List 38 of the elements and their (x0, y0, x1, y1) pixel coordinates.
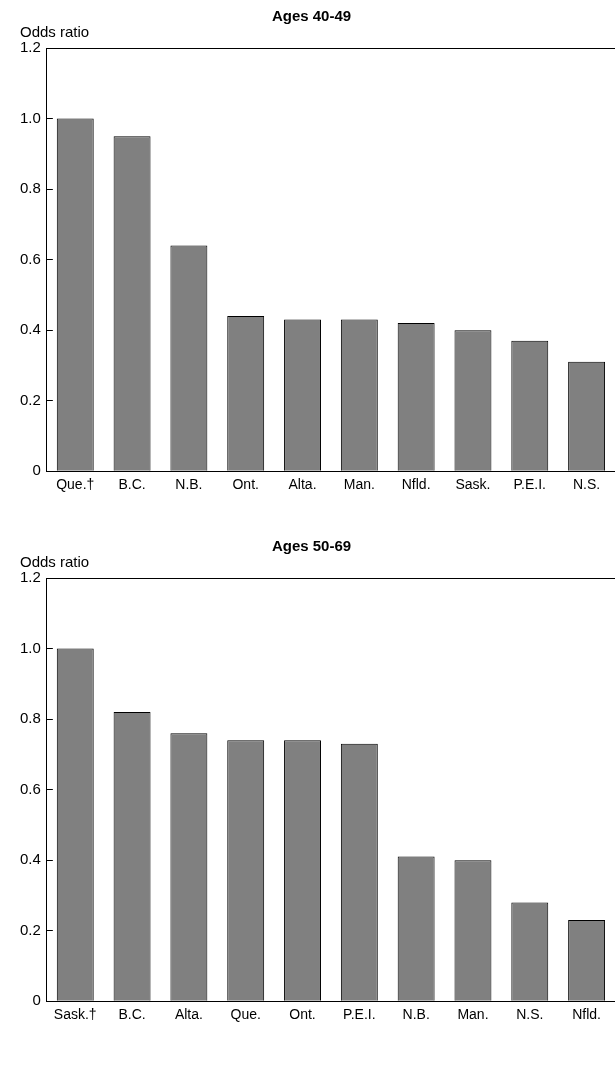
y-tick-label: 0 (32, 991, 41, 1009)
x-tick-label: N.S. (516, 1006, 544, 1023)
x-tick-label: P.E.I. (343, 1006, 376, 1023)
x-tick-label: P.E.I. (513, 476, 546, 493)
x-tick-label: Nfld. (572, 1006, 601, 1023)
x-tick-label: N.B. (402, 1006, 430, 1023)
x-tick-label: Que. (230, 1006, 261, 1023)
y-tick-label: 0.4 (19, 320, 41, 338)
x-tick-label: Man. (457, 1006, 489, 1023)
x-tick-label: B.C. (118, 476, 146, 493)
y-tick-label: 0.6 (19, 779, 41, 797)
y-axis-title: Odds ratio (20, 552, 90, 570)
x-tick-label: Que.† (56, 476, 95, 493)
x-tick-label: Ont. (232, 476, 259, 493)
x-tick-label: Ont. (289, 1006, 316, 1023)
chart-title: Ages 40-49 (271, 7, 352, 25)
x-tick-label: N.B. (175, 476, 203, 493)
x-tick-label: Alta. (174, 1006, 203, 1023)
x-tick-label: Alta. (288, 476, 317, 493)
x-tick-label: Man. (343, 476, 375, 493)
y-tick-label: 0.8 (19, 179, 41, 197)
x-tick-label: N.S. (572, 476, 601, 493)
y-tick-label: 1.0 (19, 638, 41, 656)
x-tick-label: B.C. (118, 1006, 146, 1023)
x-tick-label: Nfld. (401, 476, 431, 493)
x-tick-label: Sask.† (53, 1006, 97, 1023)
x-tick-label: Sask. (455, 476, 491, 493)
y-tick-label: 0.6 (19, 249, 41, 267)
y-tick-label: 0 (32, 461, 41, 479)
y-tick-label: 1.0 (19, 108, 41, 126)
y-tick-label: 0.4 (19, 850, 41, 868)
chart-title: Ages 50-69 (271, 537, 352, 555)
y-tick-label: 1.2 (19, 38, 41, 56)
y-tick-label: 0.2 (19, 920, 41, 938)
y-tick-label: 0.2 (19, 390, 41, 408)
y-tick-label: 0.8 (19, 709, 41, 727)
y-axis-title: Odds ratio (20, 22, 90, 40)
y-tick-label: 1.2 (19, 568, 41, 586)
